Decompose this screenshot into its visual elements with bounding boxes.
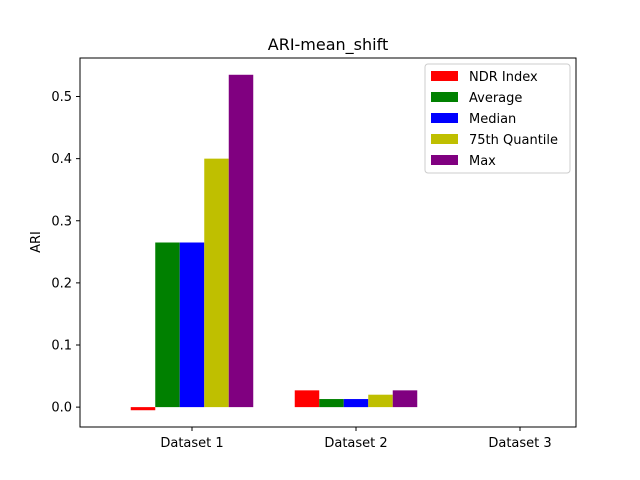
legend-swatch xyxy=(431,92,458,102)
legend-swatch xyxy=(431,134,458,144)
y-axis: 0.0 0.1 0.2 0.3 0.4 0.5 xyxy=(51,90,80,416)
legend-swatch xyxy=(431,155,458,165)
y-tick-label: 0.1 xyxy=(51,339,72,354)
plot-frame xyxy=(79,57,577,428)
x-tick-label: Dataset 3 xyxy=(488,436,551,451)
bar-75th-quantile-1 xyxy=(204,158,229,408)
bar-max-1 xyxy=(228,74,254,408)
bar-average-2 xyxy=(319,399,344,408)
legend: NDR Index Average Median 75th Quantile Max xyxy=(424,63,571,174)
legend-swatch xyxy=(431,71,458,81)
legend-entry: Max xyxy=(469,154,496,169)
legend-entry: Average xyxy=(469,91,522,106)
legend-entry: NDR Index xyxy=(469,70,538,85)
y-tick-label: 0.0 xyxy=(51,401,72,416)
bar-average-1 xyxy=(155,242,180,408)
bar-ndr-index-1 xyxy=(130,407,156,411)
bar-max-2 xyxy=(392,390,418,408)
bars-group xyxy=(130,74,418,411)
bar-ndr-index-2 xyxy=(294,390,320,408)
y-tick-label: 0.2 xyxy=(51,276,72,291)
bar-median-2 xyxy=(343,399,369,408)
legend-swatch xyxy=(431,113,458,123)
legend-entry: Median xyxy=(469,112,516,127)
y-tick-label: 0.5 xyxy=(51,90,72,105)
chart-title: ARI-mean_shift xyxy=(268,35,388,55)
y-axis-label: ARI xyxy=(29,231,44,253)
x-tick-label: Dataset 1 xyxy=(160,436,223,451)
legend-box xyxy=(424,63,571,174)
bar-75th-quantile-2 xyxy=(368,394,393,408)
bar-median-1 xyxy=(179,242,205,408)
x-tick-label: Dataset 2 xyxy=(324,436,387,451)
x-axis: Dataset 1 Dataset 2 Dataset 3 xyxy=(160,427,552,451)
y-tick-label: 0.3 xyxy=(51,214,72,229)
y-tick-label: 0.4 xyxy=(51,152,72,167)
legend-entry: 75th Quantile xyxy=(469,133,558,148)
